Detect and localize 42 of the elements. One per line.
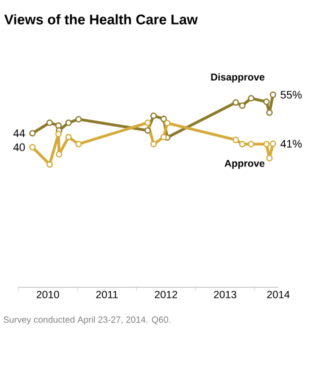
point — [56, 151, 62, 158]
point — [160, 134, 167, 140]
text: Survey conducted April 23-27, 2014. Q60. — [4, 316, 170, 325]
point — [248, 95, 254, 102]
point — [144, 120, 151, 126]
point — [55, 130, 62, 138]
point — [239, 140, 246, 148]
x-tick-label: 2014 — [267, 290, 290, 298]
point — [29, 144, 36, 150]
data-label: 40 — [13, 143, 25, 152]
point — [266, 154, 273, 162]
point — [65, 134, 72, 140]
point — [263, 140, 270, 148]
point — [239, 102, 246, 109]
point — [160, 116, 167, 122]
point — [232, 136, 240, 144]
series-label: Approve — [224, 160, 264, 169]
x-tick-label: 2012 — [154, 290, 178, 298]
point — [75, 116, 82, 122]
point — [65, 120, 72, 126]
point — [164, 120, 170, 126]
x-tick-label: 2013 — [214, 290, 236, 298]
series-label: Disapprove — [211, 73, 264, 83]
point — [46, 120, 53, 126]
x-tick-label: 2010 — [36, 290, 60, 298]
point — [266, 109, 273, 116]
point — [150, 140, 157, 148]
point — [29, 130, 36, 136]
point — [144, 127, 151, 134]
chart-title: Views of the Health Care Law — [4, 14, 198, 24]
point — [232, 99, 240, 106]
x-tick-label: 2011 — [96, 290, 118, 298]
point — [75, 140, 82, 148]
point — [270, 140, 276, 147]
point — [263, 98, 270, 105]
data-label: 55% — [280, 90, 302, 99]
point — [270, 92, 276, 98]
data-label: 41% — [280, 140, 302, 148]
point — [150, 112, 157, 119]
data-label: 44 — [13, 129, 25, 138]
point — [248, 140, 254, 148]
point — [46, 161, 53, 168]
